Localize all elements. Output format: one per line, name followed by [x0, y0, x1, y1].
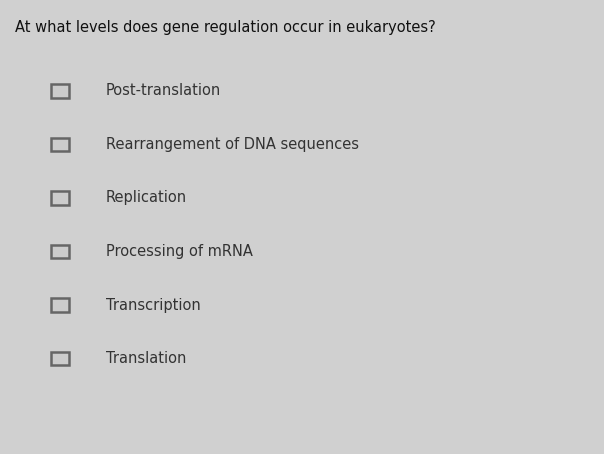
Text: Transcription: Transcription — [106, 297, 201, 313]
Text: Rearrangement of DNA sequences: Rearrangement of DNA sequences — [106, 137, 359, 152]
FancyBboxPatch shape — [51, 298, 69, 312]
Text: Processing of mRNA: Processing of mRNA — [106, 244, 252, 259]
FancyBboxPatch shape — [51, 84, 69, 98]
FancyBboxPatch shape — [51, 245, 69, 258]
FancyBboxPatch shape — [51, 191, 69, 205]
Text: Replication: Replication — [106, 190, 187, 206]
Text: Post-translation: Post-translation — [106, 83, 221, 99]
Text: At what levels does gene regulation occur in eukaryotes?: At what levels does gene regulation occu… — [15, 20, 436, 35]
Text: Translation: Translation — [106, 351, 186, 366]
FancyBboxPatch shape — [51, 352, 69, 365]
FancyBboxPatch shape — [51, 138, 69, 151]
